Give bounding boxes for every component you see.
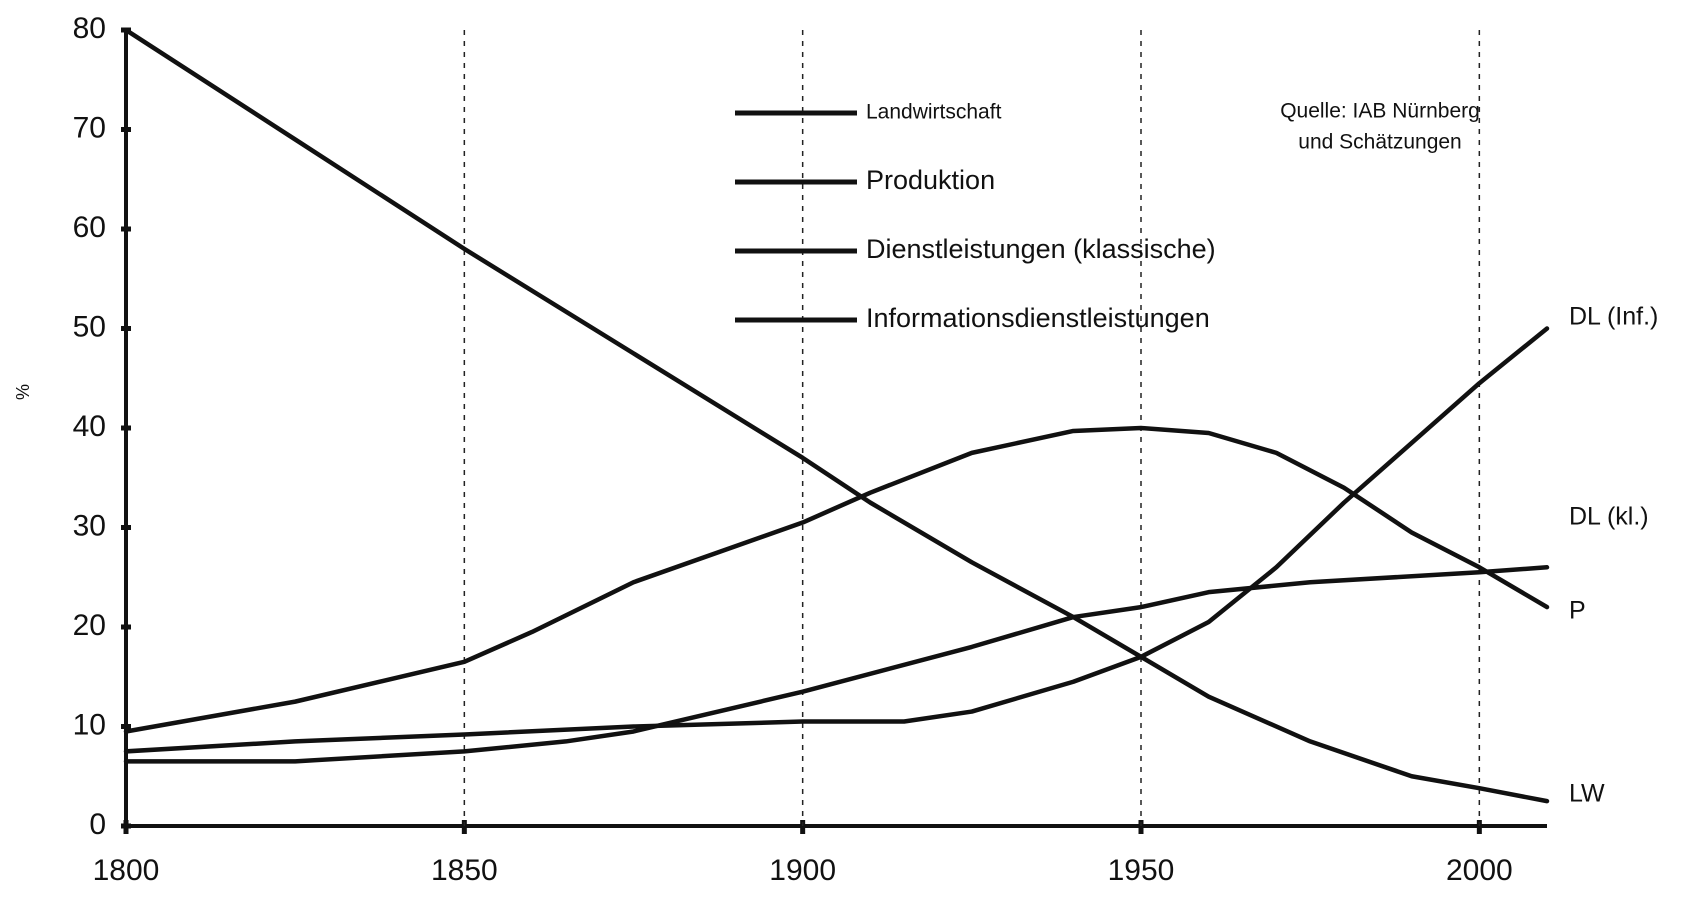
x-tick-label: 1800 — [93, 854, 160, 887]
y-tick-label: 60 — [73, 211, 106, 244]
end-label: DL (Inf.) — [1569, 303, 1658, 331]
y-tick-label: 0 — [89, 808, 106, 841]
legend-label: Landwirtschaft — [866, 101, 1002, 124]
legend-label: Dienstleistungen (klassische) — [866, 234, 1216, 264]
y-tick-label: 40 — [73, 410, 106, 443]
source-note: Quelle: IAB Nürnberg — [1280, 100, 1480, 123]
source-note: und Schätzungen — [1298, 131, 1461, 154]
x-tick-label: 1950 — [1108, 854, 1175, 887]
y-tick-label: 10 — [73, 708, 106, 741]
y-axis-label: % — [13, 384, 33, 400]
x-tick-label: 1900 — [769, 854, 836, 887]
series-line — [123, 565, 1550, 764]
legend-label: Produktion — [866, 165, 995, 195]
end-label: P — [1569, 597, 1586, 625]
end-label: DL (kl.) — [1569, 503, 1649, 531]
y-tick-label: 20 — [73, 609, 106, 642]
y-tick-label: 70 — [73, 111, 106, 144]
y-tick-label: 30 — [73, 509, 106, 542]
end-label: LW — [1569, 780, 1605, 808]
series-line — [123, 27, 1550, 804]
y-tick-label: 50 — [73, 310, 106, 343]
y-tick-label: 80 — [73, 12, 106, 45]
series-line — [123, 425, 1550, 734]
x-tick-label: 2000 — [1446, 854, 1513, 887]
legend-label: Informationsdienstleistungen — [866, 303, 1210, 333]
series-line — [123, 326, 1550, 754]
x-tick-label: 1850 — [431, 854, 498, 887]
